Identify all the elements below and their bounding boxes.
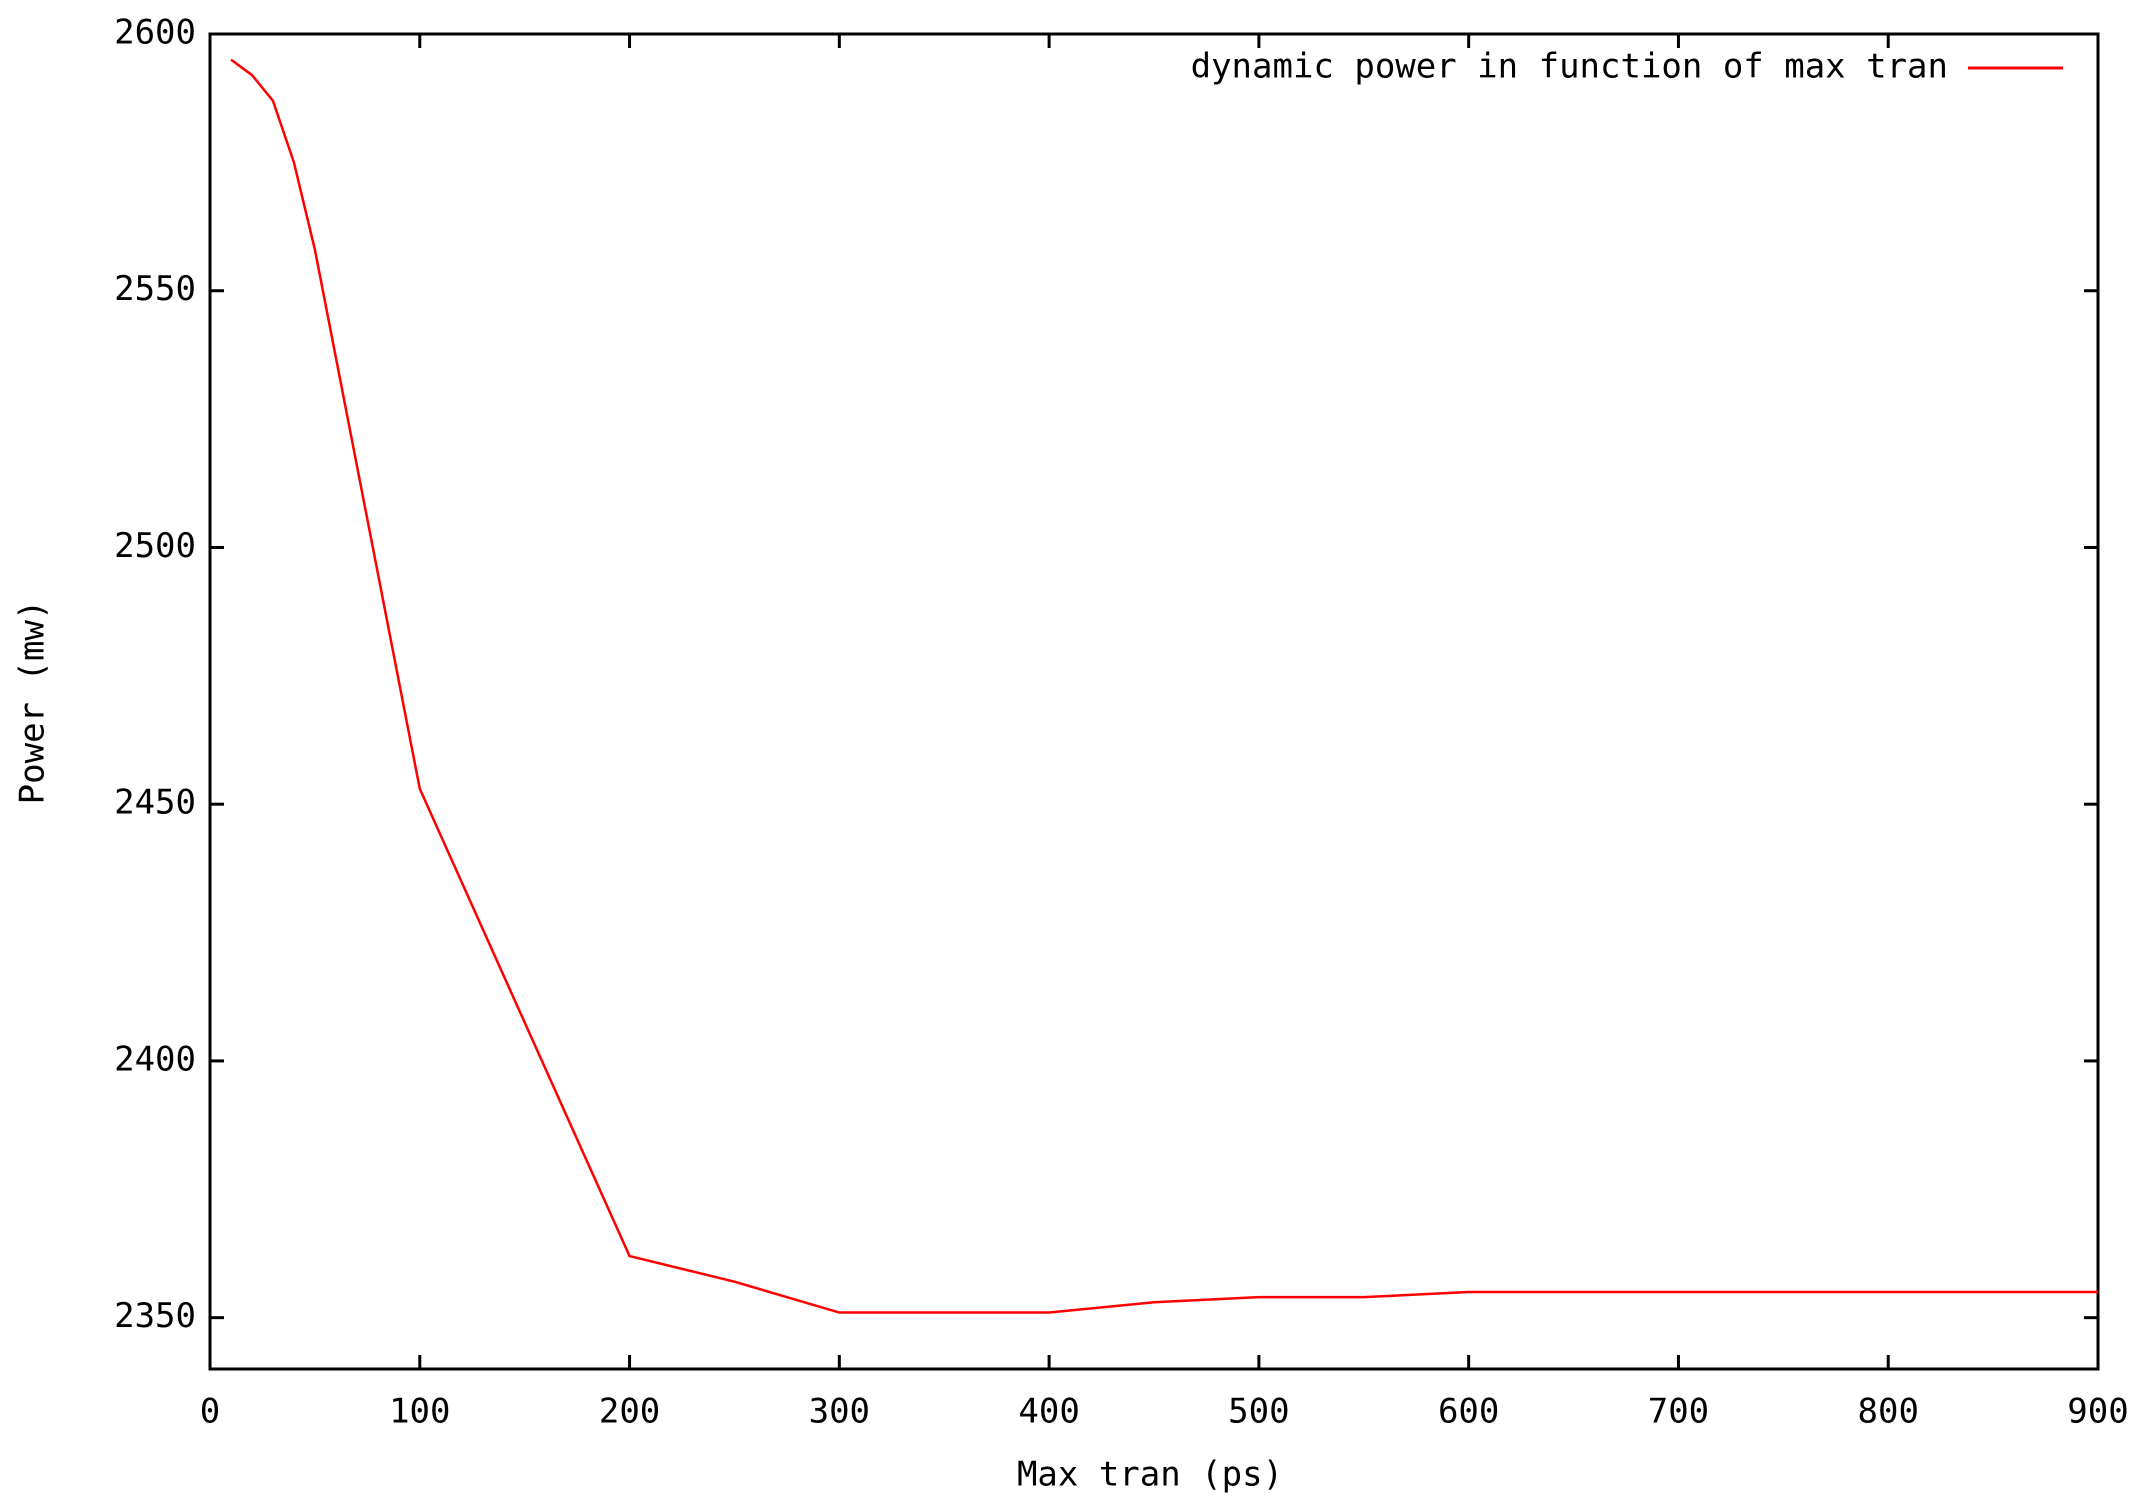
plot-frame <box>208 32 2100 1371</box>
x-tick-label: 0 <box>200 1392 220 1432</box>
x-tick-label: 200 <box>599 1392 660 1432</box>
x-tick-label: 500 <box>1228 1392 1289 1432</box>
x-tick-label: 400 <box>1018 1392 1079 1432</box>
x-axis-label: Max tran (ps) <box>1017 1455 1283 1495</box>
y-tick-label: 2500 <box>114 526 196 566</box>
y-tick-label: 2600 <box>114 13 196 53</box>
y-tick-label: 2450 <box>114 783 196 823</box>
x-tick-label: 700 <box>1648 1392 1709 1432</box>
data-line <box>230 58 2098 1314</box>
x-tick-label: 900 <box>2067 1392 2128 1432</box>
legend-label: dynamic power in function of max tran <box>1191 47 1948 87</box>
y-tick-label: 2350 <box>114 1296 196 1336</box>
x-tick-label: 300 <box>809 1392 870 1432</box>
y-tick-label: 2550 <box>114 269 196 309</box>
y-tick-label: 2400 <box>114 1039 196 1079</box>
x-tick-label: 100 <box>389 1392 450 1432</box>
y-axis-label: Power (mw) <box>13 600 53 805</box>
x-tick-label: 800 <box>1858 1392 1919 1432</box>
x-tick-label: 600 <box>1438 1392 1499 1432</box>
